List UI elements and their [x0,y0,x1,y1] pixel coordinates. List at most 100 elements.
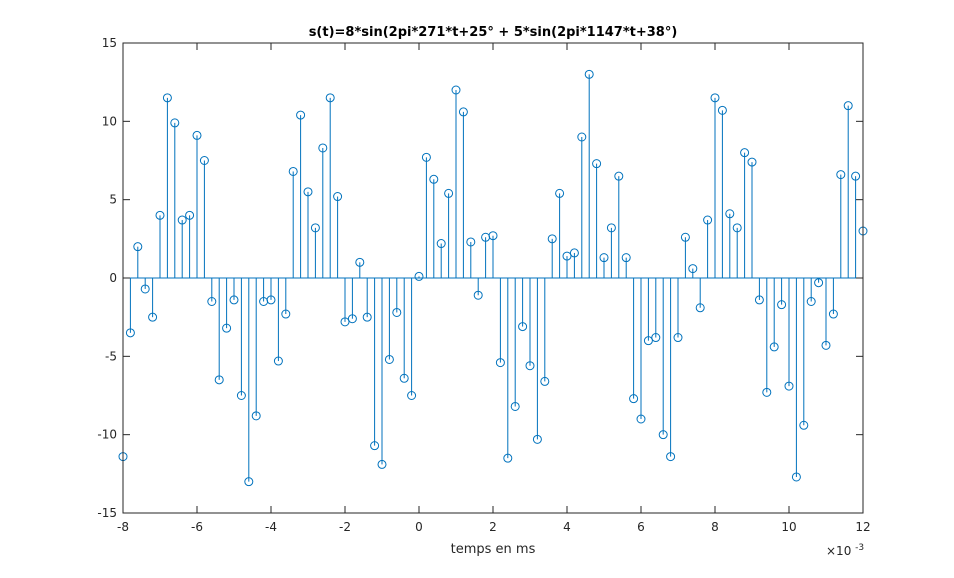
stem-marker [754,295,764,305]
stem-marker [407,391,417,400]
y-tick-label: -5 [105,349,117,363]
stem-marker [791,472,801,482]
stem-marker [273,356,283,366]
y-tick-label: 15 [102,36,117,50]
stem-marker [414,271,424,281]
stem-marker [244,477,254,487]
stem-marker [266,295,276,305]
stem-marker [303,187,313,197]
x-tick-label: -2 [339,520,351,534]
x-tick-label: 0 [415,520,423,534]
stem-marker [236,391,246,400]
stem-marker [362,312,372,322]
y-tick-label: 0 [109,271,117,285]
stem-marker [592,159,602,169]
stem-marker [510,401,520,411]
stem-marker [717,105,727,115]
x-tick-label: 8 [711,520,719,534]
stem-marker [170,118,180,128]
stem-marker [421,152,431,162]
stem-marker [688,264,698,274]
stem-marker [392,307,402,317]
stem-marker [384,354,394,364]
stem-marker [710,93,720,103]
stem-marker [732,223,742,233]
x-axis-multiplier: ×10 -3 [826,543,864,558]
stem-marker [222,323,232,333]
stem-marker [466,237,476,247]
stem-marker [207,297,217,306]
stem-marker [651,333,661,343]
stem-marker [821,340,831,350]
stem-marker [562,251,572,261]
stem-marker [666,452,676,462]
stem-marker [436,239,446,249]
stem-marker [547,234,557,244]
stem-marker [695,303,705,313]
chart-title: s(t)=8*sin(2pi*271*t+25° + 5*sin(2pi*114… [309,25,678,40]
stem-marker [251,411,261,421]
stem-marker [444,188,454,198]
stem-marker [680,232,690,242]
x-tick-label: 12 [855,520,870,534]
stem-marker [784,381,794,391]
x-tick-label: 6 [637,520,645,534]
stem-marker [799,420,809,430]
stem-marker [148,312,158,322]
stem-marker [673,333,683,343]
stem-marker [296,110,306,120]
stem-marker [806,297,816,306]
stem-marker [370,441,380,451]
stem-marker [740,148,750,158]
stem-marker [725,209,735,219]
x-tick-label: 10 [781,520,796,534]
stem-marker [621,253,631,263]
stem-marker [599,253,609,263]
stem-marker [162,93,172,103]
stem-marker [636,414,646,424]
stem-marker [518,322,528,332]
stem-marker [577,132,587,142]
stem-marker [540,376,550,386]
stem-marker [614,171,624,181]
stem-marker [814,278,824,288]
stem-marker [355,257,365,267]
stem-marker [318,143,328,153]
stem-marker [281,309,291,319]
stem-marker [214,375,224,385]
stem-marker [229,295,239,305]
stem-marker [325,93,335,103]
stem-marker [851,171,861,181]
stem-marker [140,284,150,294]
stem-marker [310,223,320,233]
x-tick-label: -4 [265,520,277,534]
stem-marker [377,459,387,469]
stem-marker [584,69,594,79]
stem-marker [843,101,853,111]
stem-marker [473,290,483,300]
stem-marker [399,373,409,383]
stem-marker [532,434,542,444]
stem-marker [340,317,350,327]
stem-marker [177,215,187,225]
stem-marker [458,107,468,117]
stem-marker [643,336,653,346]
stem-marker [769,342,779,352]
stem-marker [525,361,535,371]
y-tick-label: 10 [102,114,117,128]
x-multiplier-exponent: -3 [855,543,864,553]
x-tick-label: 2 [489,520,497,534]
stem-marker [658,430,668,440]
y-tick-label: -10 [97,428,117,442]
stem-marker [495,358,505,368]
stem-marker [333,192,343,202]
stem-marker [836,170,846,180]
stem-marker [155,210,165,220]
stem-marker [192,130,202,140]
x-tick-label: -6 [191,520,203,534]
x-tick-label: -8 [117,520,129,534]
stem-marker [125,328,135,338]
stem-marker [777,300,787,310]
stem-marker [429,174,439,184]
